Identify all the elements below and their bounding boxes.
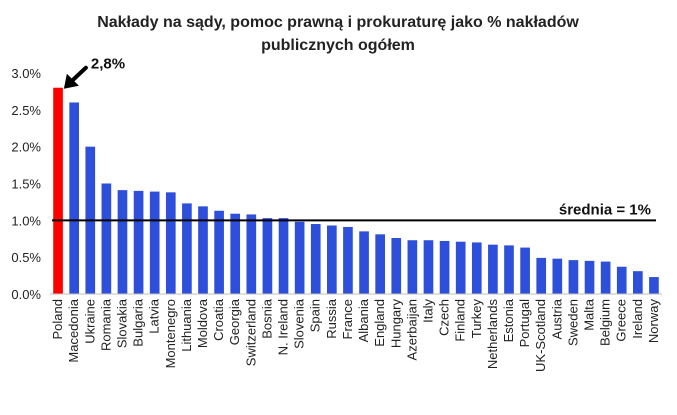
- x-tick-label: Moldova: [195, 298, 210, 348]
- x-tick-label: Montenegro: [163, 299, 178, 368]
- bar-slovenia: [294, 221, 305, 294]
- bar-france: [343, 226, 353, 294]
- chart-title-line-2: publicznych ogółem: [261, 37, 415, 54]
- x-tick-label: Norway: [646, 299, 661, 344]
- bar-georgia: [230, 213, 241, 294]
- x-axis-labels: Poland Macedonia Ukraine Romania Slovakia Bul…: [50, 298, 661, 372]
- arrow-icon: [63, 65, 88, 89]
- x-tick-label: Bosnia: [259, 298, 274, 339]
- bar-bulgaria: [133, 190, 144, 294]
- bar-spain: [310, 224, 321, 294]
- x-tick-label: Malta: [582, 298, 597, 331]
- x-tick-label: Latvia: [147, 298, 162, 333]
- bar-sweden: [568, 260, 579, 294]
- x-tick-label: UK-Scotland: [533, 299, 548, 372]
- bar-switzerland: [246, 214, 257, 294]
- bar-italy: [423, 240, 434, 294]
- x-tick-label: Slovakia: [114, 298, 129, 348]
- bar-poland: [53, 87, 63, 294]
- x-tick-label: Azerbaijan: [404, 299, 419, 360]
- bar-netherlands: [488, 244, 498, 294]
- x-tick-label: Croatia: [211, 298, 226, 341]
- bar-turkey: [471, 242, 482, 294]
- x-tick-label: Czech: [437, 299, 452, 336]
- bar-ireland: [633, 271, 643, 294]
- x-tick-label: Estonia: [501, 298, 516, 342]
- x-tick-label: Russia: [324, 298, 339, 339]
- bar-england: [375, 234, 385, 294]
- bar-greece: [616, 266, 627, 294]
- x-tick-label: Georgia: [227, 298, 242, 345]
- bar-malta: [584, 260, 595, 294]
- bar-portugal: [520, 247, 530, 294]
- y-tick-label: 2.0%: [11, 140, 41, 155]
- bar-bosnia: [262, 218, 273, 294]
- bar-moldova: [198, 206, 208, 294]
- bar-azerbaijan: [407, 240, 418, 294]
- bar-russia: [327, 225, 337, 294]
- x-tick-label: France: [340, 299, 355, 339]
- x-tick-label: Turkey: [469, 299, 484, 339]
- x-tick-label: England: [372, 299, 387, 347]
- x-tick-label: Macedonia: [66, 298, 81, 362]
- x-tick-label: N. Ireland: [276, 299, 291, 355]
- x-tick-label: Belgium: [598, 299, 613, 346]
- x-tick-label: Poland: [50, 299, 65, 339]
- x-tick-label: Ukraine: [82, 299, 97, 344]
- bar-estonia: [504, 245, 514, 294]
- x-tick-label: Austria: [549, 298, 564, 339]
- bar-austria: [552, 258, 563, 294]
- x-tick-label: Slovenia: [292, 298, 307, 349]
- bar-finland: [455, 241, 466, 294]
- y-tick-label: 3.0%: [11, 66, 41, 81]
- y-tick-label: 1.0%: [11, 213, 41, 228]
- bars-group: [53, 87, 659, 294]
- x-tick-label: Portugal: [517, 299, 532, 348]
- average-label: średnia = 1%: [559, 201, 651, 218]
- bar-hungary: [391, 238, 402, 294]
- bar-macedonia: [69, 102, 79, 294]
- bar-n-ireland: [278, 218, 289, 294]
- x-tick-label: Switzerland: [243, 299, 258, 366]
- bar-romania: [101, 183, 112, 294]
- x-tick-label: Greece: [614, 299, 629, 342]
- y-tick-label: 0.0%: [11, 287, 41, 302]
- chart-title-line-1: Nakłady na sądy, pomoc prawną i prokurat…: [97, 14, 579, 31]
- x-tick-label: Spain: [308, 299, 323, 332]
- y-tick-label: 2.5%: [11, 103, 41, 118]
- bar-latvia: [149, 191, 160, 294]
- bar-uk-scotland: [536, 257, 547, 294]
- bar-montenegro: [165, 192, 176, 294]
- x-tick-label: Finland: [453, 299, 468, 342]
- x-tick-label: Albania: [356, 298, 371, 342]
- bar-lithuania: [182, 203, 192, 294]
- x-tick-label: Romania: [98, 298, 113, 351]
- y-axis-ticks: 0.0% 0.5% 1.0% 1.5% 2.0% 2.5% 3.0%: [11, 66, 41, 302]
- x-tick-label: Bulgaria: [131, 298, 146, 346]
- x-tick-label: Italy: [420, 299, 435, 323]
- bar-albania: [359, 231, 369, 294]
- bar-belgium: [600, 261, 611, 294]
- poland-value-annotation: 2,8%: [91, 56, 125, 73]
- x-tick-label: Lithuania: [179, 298, 194, 352]
- arrow-head: [63, 73, 79, 89]
- y-tick-label: 0.5%: [11, 250, 41, 265]
- y-tick-label: 1.5%: [11, 177, 41, 192]
- x-tick-label: Hungary: [388, 299, 403, 349]
- bar-croatia: [214, 210, 224, 294]
- x-tick-label: Netherlands: [485, 299, 500, 370]
- bar-slovakia: [117, 190, 128, 294]
- bar-czech: [439, 240, 450, 294]
- bar-norway: [649, 277, 659, 294]
- x-tick-label: Ireland: [630, 299, 645, 339]
- x-tick-label: Sweden: [565, 299, 580, 346]
